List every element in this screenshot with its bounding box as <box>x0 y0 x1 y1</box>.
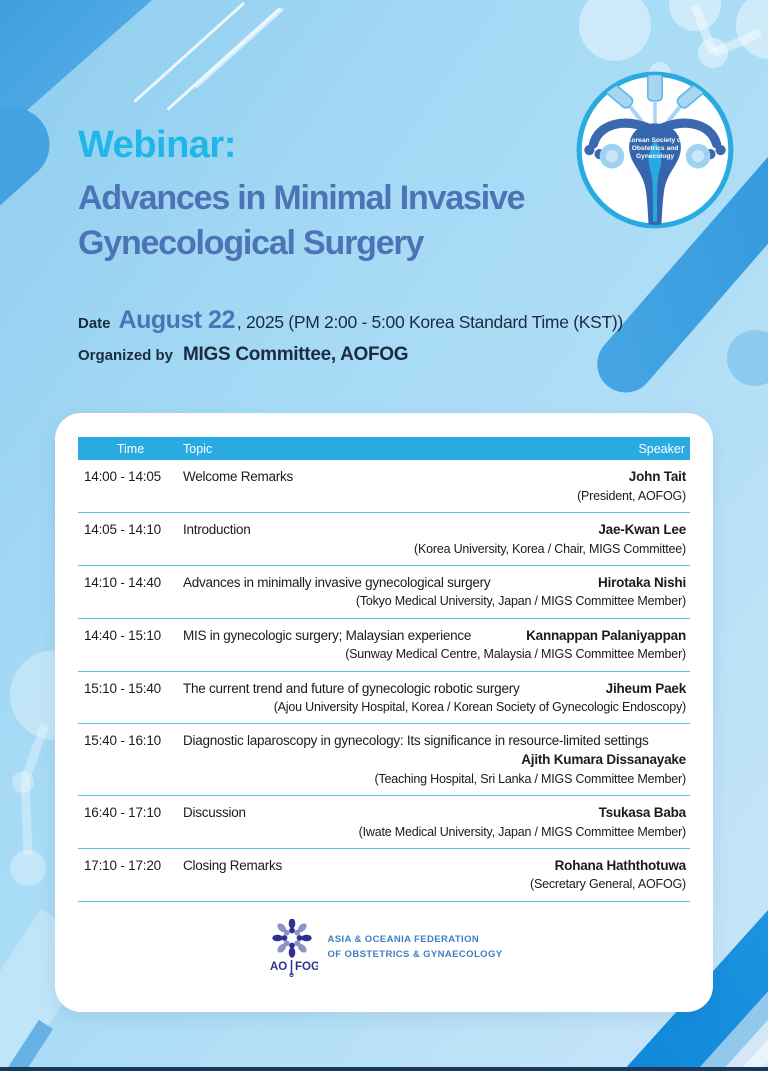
ksog-logo-text: Obstetrics and <box>632 145 679 152</box>
ksog-logo-text: Gynecology <box>636 153 674 160</box>
table-row: 14:00 - 14:05 Welcome Remarks John Tait … <box>78 460 690 513</box>
circle-decoration <box>727 330 768 386</box>
speaker-affiliation: (President, AOFOG) <box>577 488 686 503</box>
aofog-logo-fog: FOG <box>295 961 318 973</box>
header-speaker: Speaker <box>638 441 685 456</box>
speaker-name: Rohana Haththotuwa <box>554 857 687 873</box>
speaker-affiliation: (Korea University, Korea / Chair, MIGS C… <box>414 541 686 556</box>
speaker-affiliation: (Tokyo Medical University, Japan / MIGS … <box>355 594 686 609</box>
speaker-name: Kannappan Palaniyappan <box>526 627 686 643</box>
schedule-table-body: 14:00 - 14:05 Welcome Remarks John Tait … <box>78 460 690 902</box>
event-meta-block: Date August 22 , 2025 (PM 2:00 - 5:00 Ko… <box>78 306 623 366</box>
session-time: 15:10 - 15:40 <box>84 680 161 696</box>
diagonal-line-decoration <box>194 7 284 89</box>
session-time: 17:10 - 17:20 <box>84 857 161 873</box>
speaker-affiliation: (Sunway Medical Centre, Malaysia / MIGS … <box>345 647 686 662</box>
session-topic: Discussion <box>183 804 246 820</box>
speaker-affiliation: (Ajou University Hospital, Korea / Korea… <box>273 700 686 715</box>
session-topic: The current trend and future of gynecolo… <box>183 680 520 696</box>
session-topic: Welcome Remarks <box>183 469 294 484</box>
organizer-label: Organized by <box>78 347 174 364</box>
poster-title-line2: Gynecological Surgery <box>78 223 424 262</box>
molecule-decoration-top-right <box>579 0 768 84</box>
poster-title-line1: Advances in Minimal Invasive <box>78 178 526 217</box>
table-row: 14:05 - 14:10 Introduction Jae-Kwan Lee … <box>78 513 690 566</box>
schedule-table-header: Time Topic Speaker <box>78 437 690 460</box>
speaker-name: Ajith Kumara Dissanayake <box>521 752 686 767</box>
speaker-name: Jiheum Paek <box>605 680 687 696</box>
session-topic: Closing Remarks <box>183 857 283 873</box>
speaker-name: John Tait <box>628 469 686 484</box>
table-row: 17:10 - 17:20 Closing Remarks Rohana Hat… <box>78 849 690 902</box>
header-time: Time <box>116 441 145 456</box>
session-time: 15:40 - 16:10 <box>84 733 161 749</box>
table-row: 15:10 - 15:40 The current trend and futu… <box>78 672 690 725</box>
date-details: , 2025 (PM 2:00 - 5:00 Korea Standard Ti… <box>236 312 623 332</box>
date-label: Date <box>78 315 111 332</box>
title-block: Webinar: Advances in Minimal Invasive Gy… <box>78 124 526 266</box>
aofog-logo: AO FOG <box>270 918 318 977</box>
table-row: 16:40 - 17:10 Discussion Tsukasa Baba (I… <box>78 796 690 849</box>
table-row: 14:10 - 14:40 Advances in minimally inva… <box>78 566 690 619</box>
table-row: 14:40 - 15:10 MIS in gynecologic surgery… <box>78 619 690 672</box>
speaker-affiliation: (Iwate Medical University, Japan / MIGS … <box>358 824 687 839</box>
session-time: 14:10 - 14:40 <box>84 574 161 590</box>
speaker-name: Tsukasa Baba <box>598 804 687 820</box>
session-time: 14:05 - 14:10 <box>84 521 161 537</box>
pill-decoration <box>0 92 65 278</box>
aofog-name-line2: OF OBSTETRICS & GYNAECOLOGY <box>327 948 503 960</box>
session-time: 14:00 - 14:05 <box>84 469 161 484</box>
table-row: 15:40 - 16:10 Diagnostic laparoscopy in … <box>78 724 690 796</box>
session-topic: Advances in minimally invasive gynecolog… <box>183 574 491 590</box>
speaker-name: Jae-Kwan Lee <box>598 521 686 537</box>
poster-kicker: Webinar: <box>78 124 236 166</box>
session-time: 16:40 - 17:10 <box>84 804 161 820</box>
ksog-uterus-logo: Korean Society of Obstetrics and Gynecol… <box>576 71 734 229</box>
aofog-footer: AO FOG ASIA & OCEANIA FEDERATION OF OBST… <box>78 918 690 977</box>
session-topic: MIS in gynecologic surgery; Malaysian ex… <box>183 627 472 643</box>
session-time: 14:40 - 15:10 <box>84 627 161 643</box>
aofog-name-line1: ASIA & OCEANIA FEDERATION <box>327 934 480 946</box>
bottom-bar <box>0 1067 768 1071</box>
organizer-value: MIGS Committee, AOFOG <box>183 344 409 365</box>
speaker-affiliation: (Teaching Hospital, Sri Lanka / MIGS Com… <box>374 771 686 786</box>
ksog-logo-text: Korean Society of <box>627 137 684 144</box>
aofog-logo-ao: AO <box>270 961 287 973</box>
speaker-affiliation: (Secretary General, AOFOG) <box>530 877 686 892</box>
schedule-card: Time Topic Speaker 14:00 - 14:05 Welcome… <box>55 413 713 1012</box>
date-value: August 22 <box>118 306 236 334</box>
speaker-name: Hirotaka Nishi <box>598 574 686 590</box>
session-topic: Diagnostic laparoscopy in gynecology: It… <box>183 733 649 749</box>
session-topic: Introduction <box>183 521 251 537</box>
header-topic: Topic <box>183 441 213 456</box>
